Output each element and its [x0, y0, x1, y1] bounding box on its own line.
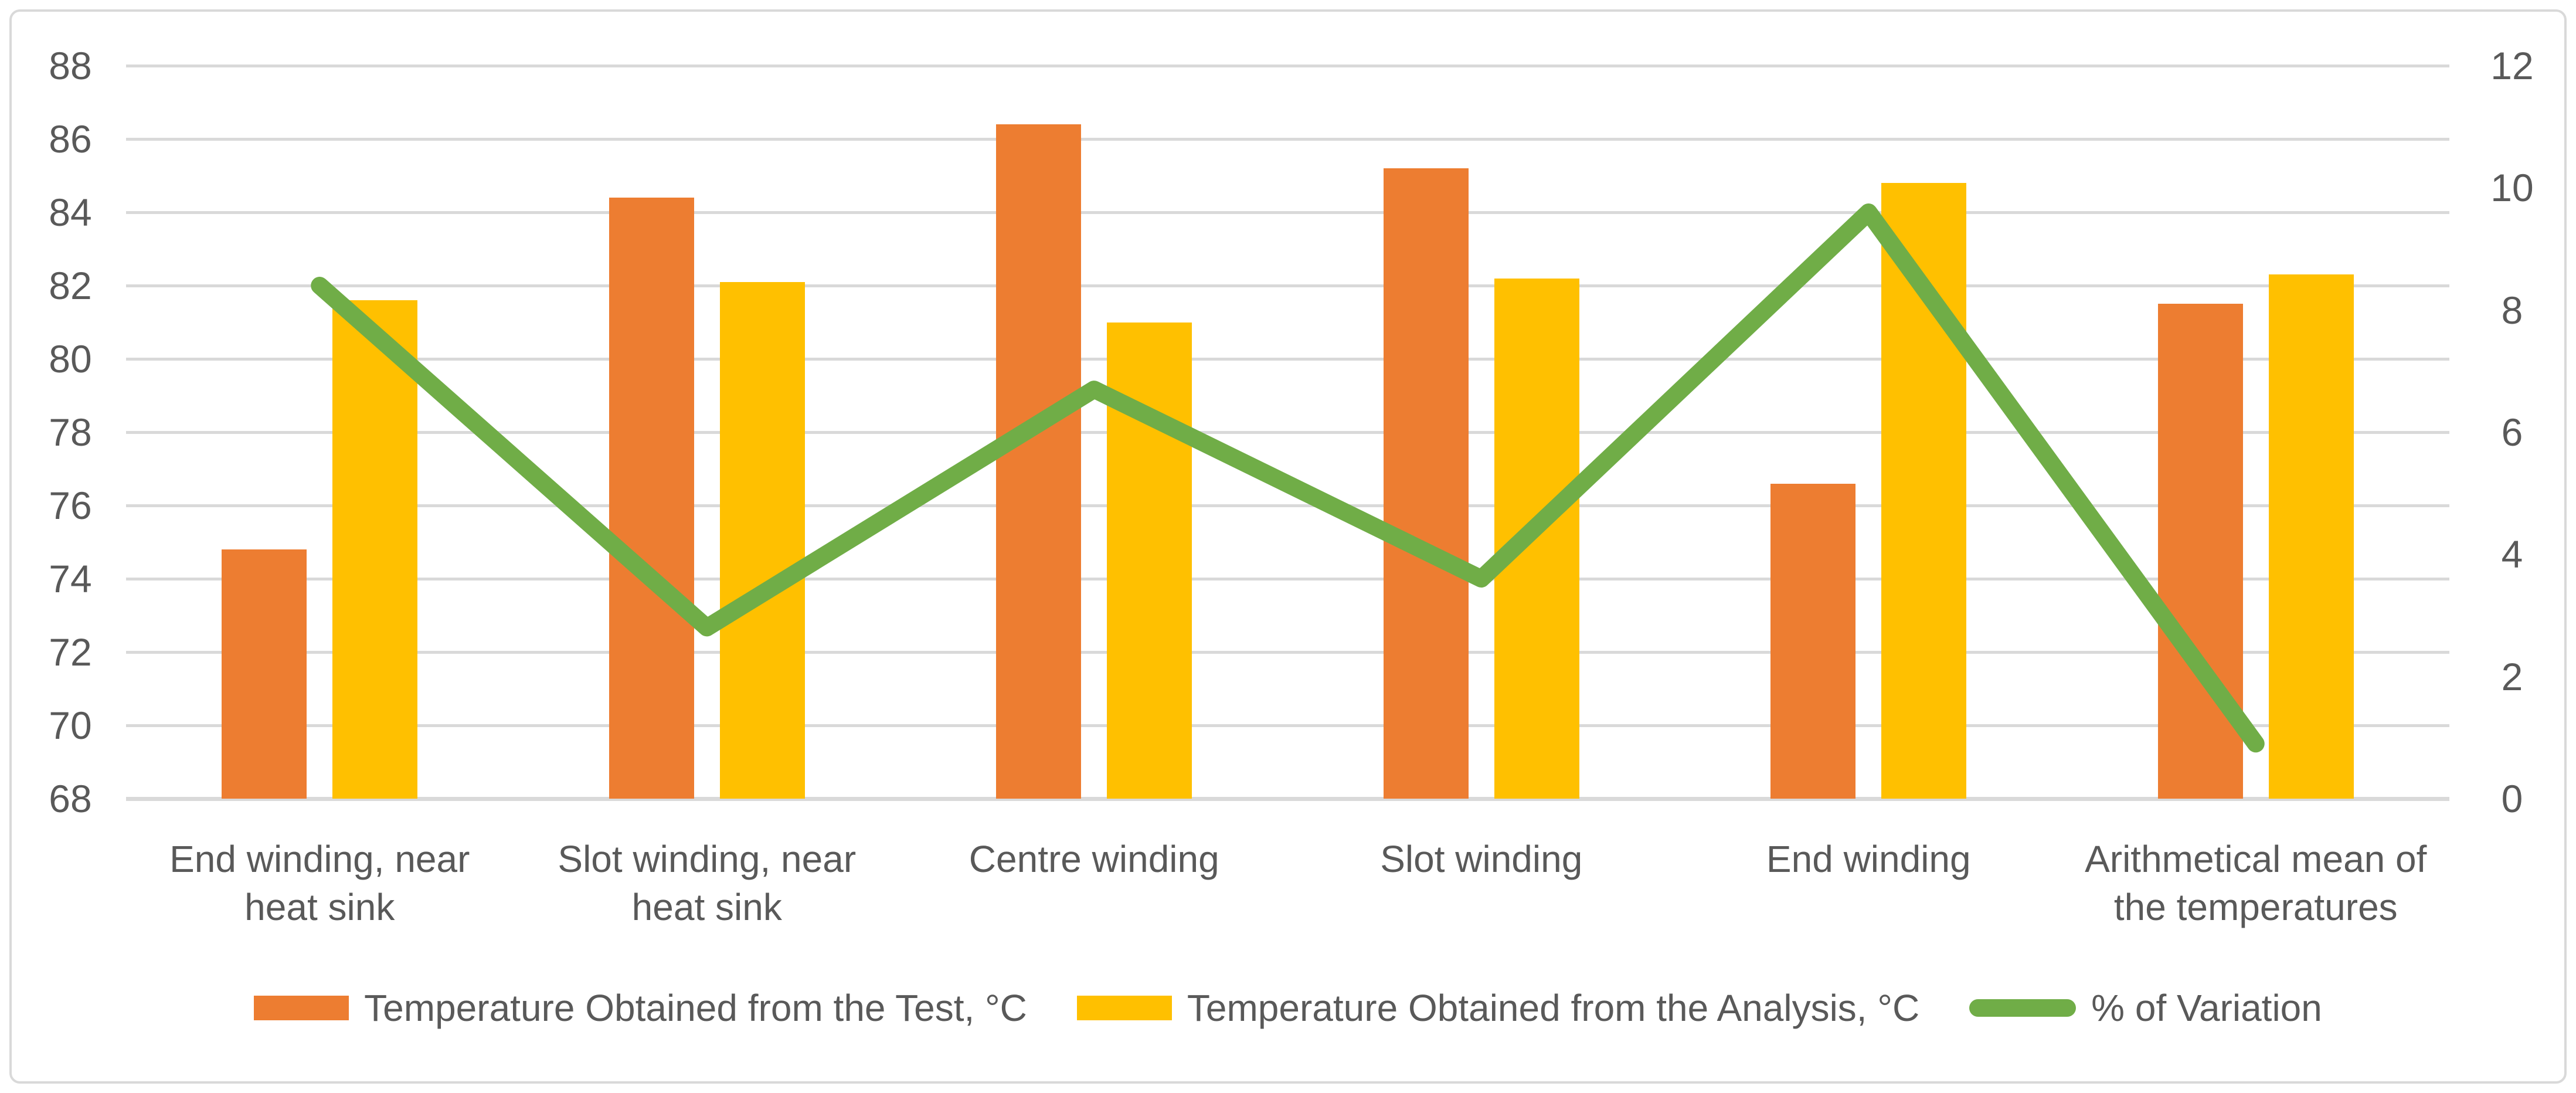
legend-item: % of Variation — [1969, 984, 2322, 1032]
legend-label: Temperature Obtained from the Analysis, … — [1187, 987, 1920, 1029]
left-axis-tick: 82 — [49, 264, 92, 307]
gridline — [126, 724, 2449, 727]
legend-item: Temperature Obtained from the Analysis, … — [1076, 984, 1920, 1032]
bar-test — [996, 124, 1082, 799]
gridline — [126, 651, 2449, 654]
category-label: Arithmetical mean of the temperatures — [2085, 838, 2427, 928]
left-axis-tick: 84 — [49, 191, 92, 234]
gridline — [126, 138, 2449, 141]
variation-line-layer — [311, 203, 2265, 753]
legend-label: % of Variation — [2091, 987, 2322, 1029]
gridline — [126, 578, 2449, 581]
category-label: Slot winding — [1380, 838, 1583, 880]
bar-test — [609, 198, 694, 799]
right-axis-tick: 6 — [2501, 410, 2523, 454]
left-axis-tick: 88 — [49, 44, 92, 87]
bar-test — [1383, 168, 1469, 799]
right-axis-tick: 4 — [2501, 532, 2523, 576]
gridline — [126, 431, 2449, 434]
variation-line — [311, 203, 2265, 753]
left-axis-tick: 72 — [49, 630, 92, 674]
left-axis-tick: 78 — [49, 410, 92, 454]
legend-swatch-test-bar — [254, 996, 349, 1020]
bar-analysis — [719, 281, 805, 799]
gridline — [126, 504, 2449, 507]
gridline — [126, 284, 2449, 287]
legend-item: Temperature Obtained from the Test, °C — [254, 984, 1027, 1032]
category-label: End winding — [1766, 838, 1971, 880]
right-axis-tick: 10 — [2490, 166, 2534, 210]
legend-label: Temperature Obtained from the Test, °C — [364, 987, 1027, 1029]
legend-swatch-variation-line — [1969, 999, 2077, 1017]
category-label: Centre winding — [968, 838, 1219, 880]
category-label: Slot winding, near heat sink — [558, 838, 857, 928]
left-axis-tick: 80 — [49, 337, 92, 381]
left-axis-tick: 86 — [49, 117, 92, 161]
bar-analysis — [2268, 274, 2354, 799]
right-axis-tick: 0 — [2501, 777, 2523, 820]
right-axis-tick: 2 — [2501, 654, 2523, 698]
gridline — [126, 358, 2449, 361]
category-label: End winding, near heat sink — [169, 838, 470, 928]
bar-analysis — [1494, 278, 1579, 799]
right-axis-tick: 8 — [2501, 288, 2523, 332]
bar-analysis — [332, 300, 418, 799]
chart-border — [9, 9, 2567, 1084]
left-axis-tick: 70 — [49, 704, 92, 747]
legend: Temperature Obtained from the Test, °C Te… — [0, 984, 2576, 1032]
gridline — [126, 65, 2449, 67]
x-axis-line — [126, 797, 2449, 801]
legend-swatch-analysis-bar — [1076, 996, 1172, 1020]
bar-test — [222, 549, 307, 799]
bar-test — [1770, 483, 1856, 799]
left-axis-tick: 76 — [49, 484, 92, 527]
right-axis-tick: 12 — [2490, 44, 2534, 87]
left-axis-tick: 74 — [49, 557, 92, 600]
gridline — [126, 211, 2449, 214]
left-axis-tick: 68 — [49, 777, 92, 820]
